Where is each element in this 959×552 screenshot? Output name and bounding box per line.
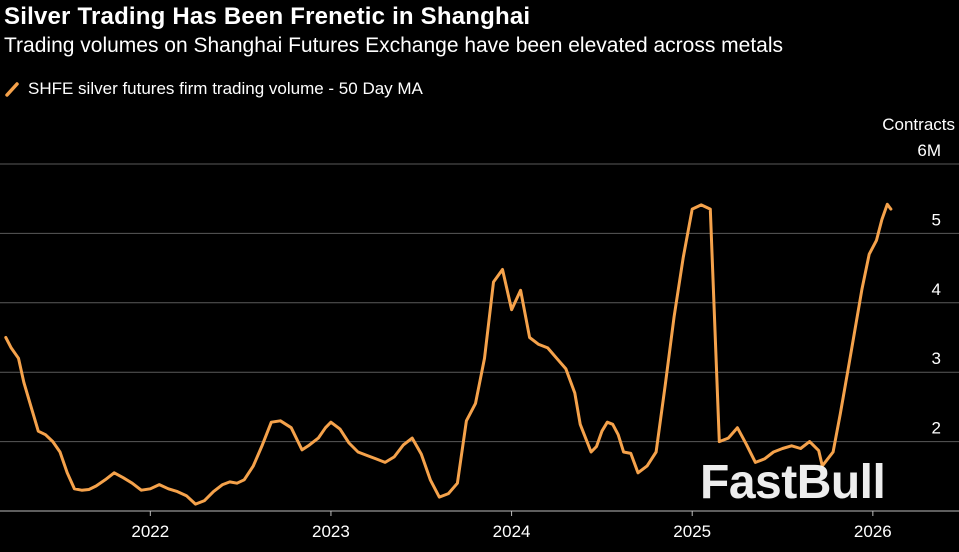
y-tick-label: 4 (932, 280, 941, 299)
x-tick-label: 2026 (854, 522, 892, 541)
x-tick-label: 2024 (493, 522, 531, 541)
y-tick-label: 5 (932, 210, 941, 229)
legend: SHFE silver futures firm trading volume … (4, 79, 423, 99)
y-axis-unit-label: Contracts (882, 115, 955, 134)
x-tick-label: 2023 (312, 522, 350, 541)
y-tick-label: 2 (932, 419, 941, 438)
legend-line-icon (5, 82, 19, 97)
y-tick-label: 6M (917, 141, 941, 160)
series-line (4, 202, 893, 506)
x-tick-label: 2022 (131, 522, 169, 541)
y-tick-label: 3 (932, 349, 941, 368)
legend-label: SHFE silver futures firm trading volume … (28, 79, 423, 98)
chart-title: Silver Trading Has Been Frenetic in Shan… (4, 3, 531, 30)
x-tick-label: 2025 (673, 522, 711, 541)
watermark: FastBull (700, 456, 886, 509)
chart-subtitle: Trading volumes on Shanghai Futures Exch… (4, 34, 784, 57)
